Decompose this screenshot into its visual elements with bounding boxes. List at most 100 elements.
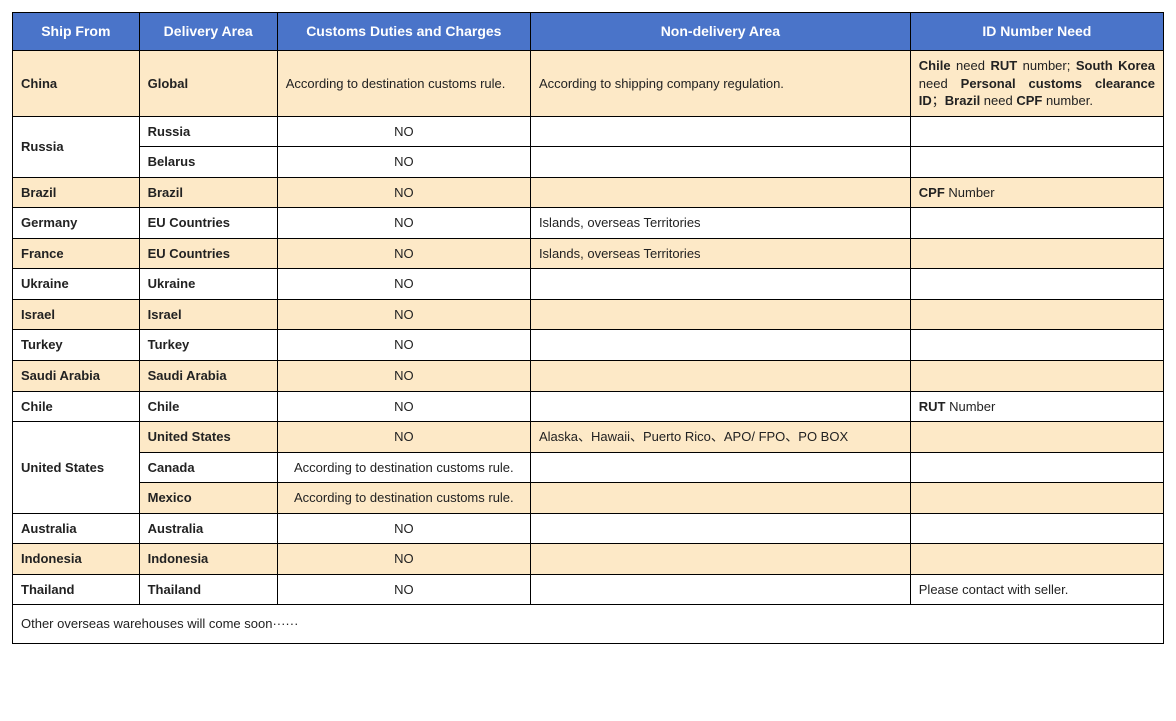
- col-ship-from: Ship From: [13, 13, 140, 51]
- id-text: South Korea: [1076, 58, 1155, 73]
- id-text: need: [919, 76, 961, 91]
- cell-id: [910, 513, 1163, 544]
- cell-nondelivery: [530, 483, 910, 514]
- cell-delivery: EU Countries: [139, 238, 277, 269]
- cell-id: [910, 452, 1163, 483]
- cell-customs: According to destination customs rule.: [277, 452, 530, 483]
- cell-nondelivery: [530, 513, 910, 544]
- row-france: France EU Countries NO Islands, overseas…: [13, 238, 1164, 269]
- cell-delivery: Canada: [139, 452, 277, 483]
- col-customs: Customs Duties and Charges: [277, 13, 530, 51]
- row-israel: Israel Israel NO: [13, 299, 1164, 330]
- cell-nondelivery: [530, 452, 910, 483]
- cell-nondelivery: [530, 177, 910, 208]
- cell-id: [910, 238, 1163, 269]
- cell-nondelivery: [530, 330, 910, 361]
- cell-customs: NO: [277, 238, 530, 269]
- row-russia-2: Belarus NO: [13, 147, 1164, 178]
- cell-ship-from: Chile: [13, 391, 140, 422]
- cell-id: [910, 330, 1163, 361]
- cell-nondelivery: [530, 361, 910, 392]
- cell-nondelivery: [530, 544, 910, 575]
- row-brazil: Brazil Brazil NO CPF Number: [13, 177, 1164, 208]
- cell-customs: NO: [277, 269, 530, 300]
- row-us-3: Mexico According to destination customs …: [13, 483, 1164, 514]
- id-text: CPF: [919, 185, 945, 200]
- cell-customs: NO: [277, 116, 530, 147]
- row-footer: Other overseas warehouses will come soon…: [13, 605, 1164, 644]
- cell-id: [910, 422, 1163, 453]
- cell-id: CPF Number: [910, 177, 1163, 208]
- cell-id: [910, 116, 1163, 147]
- footer-text: Other overseas warehouses will come soon…: [13, 605, 1164, 644]
- cell-ship-from: Turkey: [13, 330, 140, 361]
- cell-customs: NO: [277, 299, 530, 330]
- cell-delivery: EU Countries: [139, 208, 277, 239]
- cell-delivery: Belarus: [139, 147, 277, 178]
- cell-nondelivery: According to shipping company regulation…: [530, 51, 910, 117]
- id-text: RUT: [990, 58, 1017, 73]
- cell-delivery: Saudi Arabia: [139, 361, 277, 392]
- cell-id: Chile need RUT number; South Korea need …: [910, 51, 1163, 117]
- cell-ship-from: Germany: [13, 208, 140, 239]
- cell-nondelivery: [530, 574, 910, 605]
- col-delivery: Delivery Area: [139, 13, 277, 51]
- cell-id: [910, 147, 1163, 178]
- cell-nondelivery: [530, 269, 910, 300]
- row-us-1: United States United States NO Alaska、Ha…: [13, 422, 1164, 453]
- cell-id: [910, 544, 1163, 575]
- cell-customs: NO: [277, 147, 530, 178]
- row-us-2: Canada According to destination customs …: [13, 452, 1164, 483]
- cell-id: [910, 299, 1163, 330]
- cell-id: [910, 483, 1163, 514]
- cell-ship-from: France: [13, 238, 140, 269]
- row-china: China Global According to destination cu…: [13, 51, 1164, 117]
- id-text: Brazil: [945, 93, 980, 108]
- cell-nondelivery: [530, 299, 910, 330]
- cell-id: [910, 208, 1163, 239]
- row-turkey: Turkey Turkey NO: [13, 330, 1164, 361]
- cell-nondelivery: [530, 391, 910, 422]
- cell-ship-from: United States: [13, 422, 140, 514]
- id-text: number;: [1017, 58, 1076, 73]
- cell-delivery: Global: [139, 51, 277, 117]
- row-saudi: Saudi Arabia Saudi Arabia NO: [13, 361, 1164, 392]
- cell-delivery: Russia: [139, 116, 277, 147]
- cell-customs: NO: [277, 208, 530, 239]
- cell-delivery: Turkey: [139, 330, 277, 361]
- cell-nondelivery: Islands, overseas Territories: [530, 208, 910, 239]
- cell-ship-from: Indonesia: [13, 544, 140, 575]
- row-ukraine: Ukraine Ukraine NO: [13, 269, 1164, 300]
- cell-ship-from: Israel: [13, 299, 140, 330]
- cell-ship-from: Ukraine: [13, 269, 140, 300]
- row-thailand: Thailand Thailand NO Please contact with…: [13, 574, 1164, 605]
- cell-ship-from: Australia: [13, 513, 140, 544]
- table-header-row: Ship From Delivery Area Customs Duties a…: [13, 13, 1164, 51]
- cell-nondelivery: Islands, overseas Territories: [530, 238, 910, 269]
- cell-customs: NO: [277, 422, 530, 453]
- cell-id: RUT Number: [910, 391, 1163, 422]
- shipping-table: Ship From Delivery Area Customs Duties a…: [12, 12, 1164, 644]
- cell-customs: NO: [277, 391, 530, 422]
- row-australia: Australia Australia NO: [13, 513, 1164, 544]
- cell-customs: According to destination customs rule.: [277, 483, 530, 514]
- id-text: ；: [932, 93, 945, 108]
- cell-customs: NO: [277, 574, 530, 605]
- cell-delivery: Israel: [139, 299, 277, 330]
- cell-customs: NO: [277, 544, 530, 575]
- cell-ship-from: Brazil: [13, 177, 140, 208]
- cell-customs: NO: [277, 177, 530, 208]
- cell-ship-from: Saudi Arabia: [13, 361, 140, 392]
- id-text: Number: [945, 185, 995, 200]
- col-id-need: ID Number Need: [910, 13, 1163, 51]
- cell-delivery: Brazil: [139, 177, 277, 208]
- cell-delivery: Australia: [139, 513, 277, 544]
- cell-ship-from: China: [13, 51, 140, 117]
- cell-customs: NO: [277, 513, 530, 544]
- cell-delivery: Thailand: [139, 574, 277, 605]
- row-chile: Chile Chile NO RUT Number: [13, 391, 1164, 422]
- cell-customs: NO: [277, 330, 530, 361]
- id-text: need: [951, 58, 991, 73]
- cell-delivery: Chile: [139, 391, 277, 422]
- cell-ship-from: Thailand: [13, 574, 140, 605]
